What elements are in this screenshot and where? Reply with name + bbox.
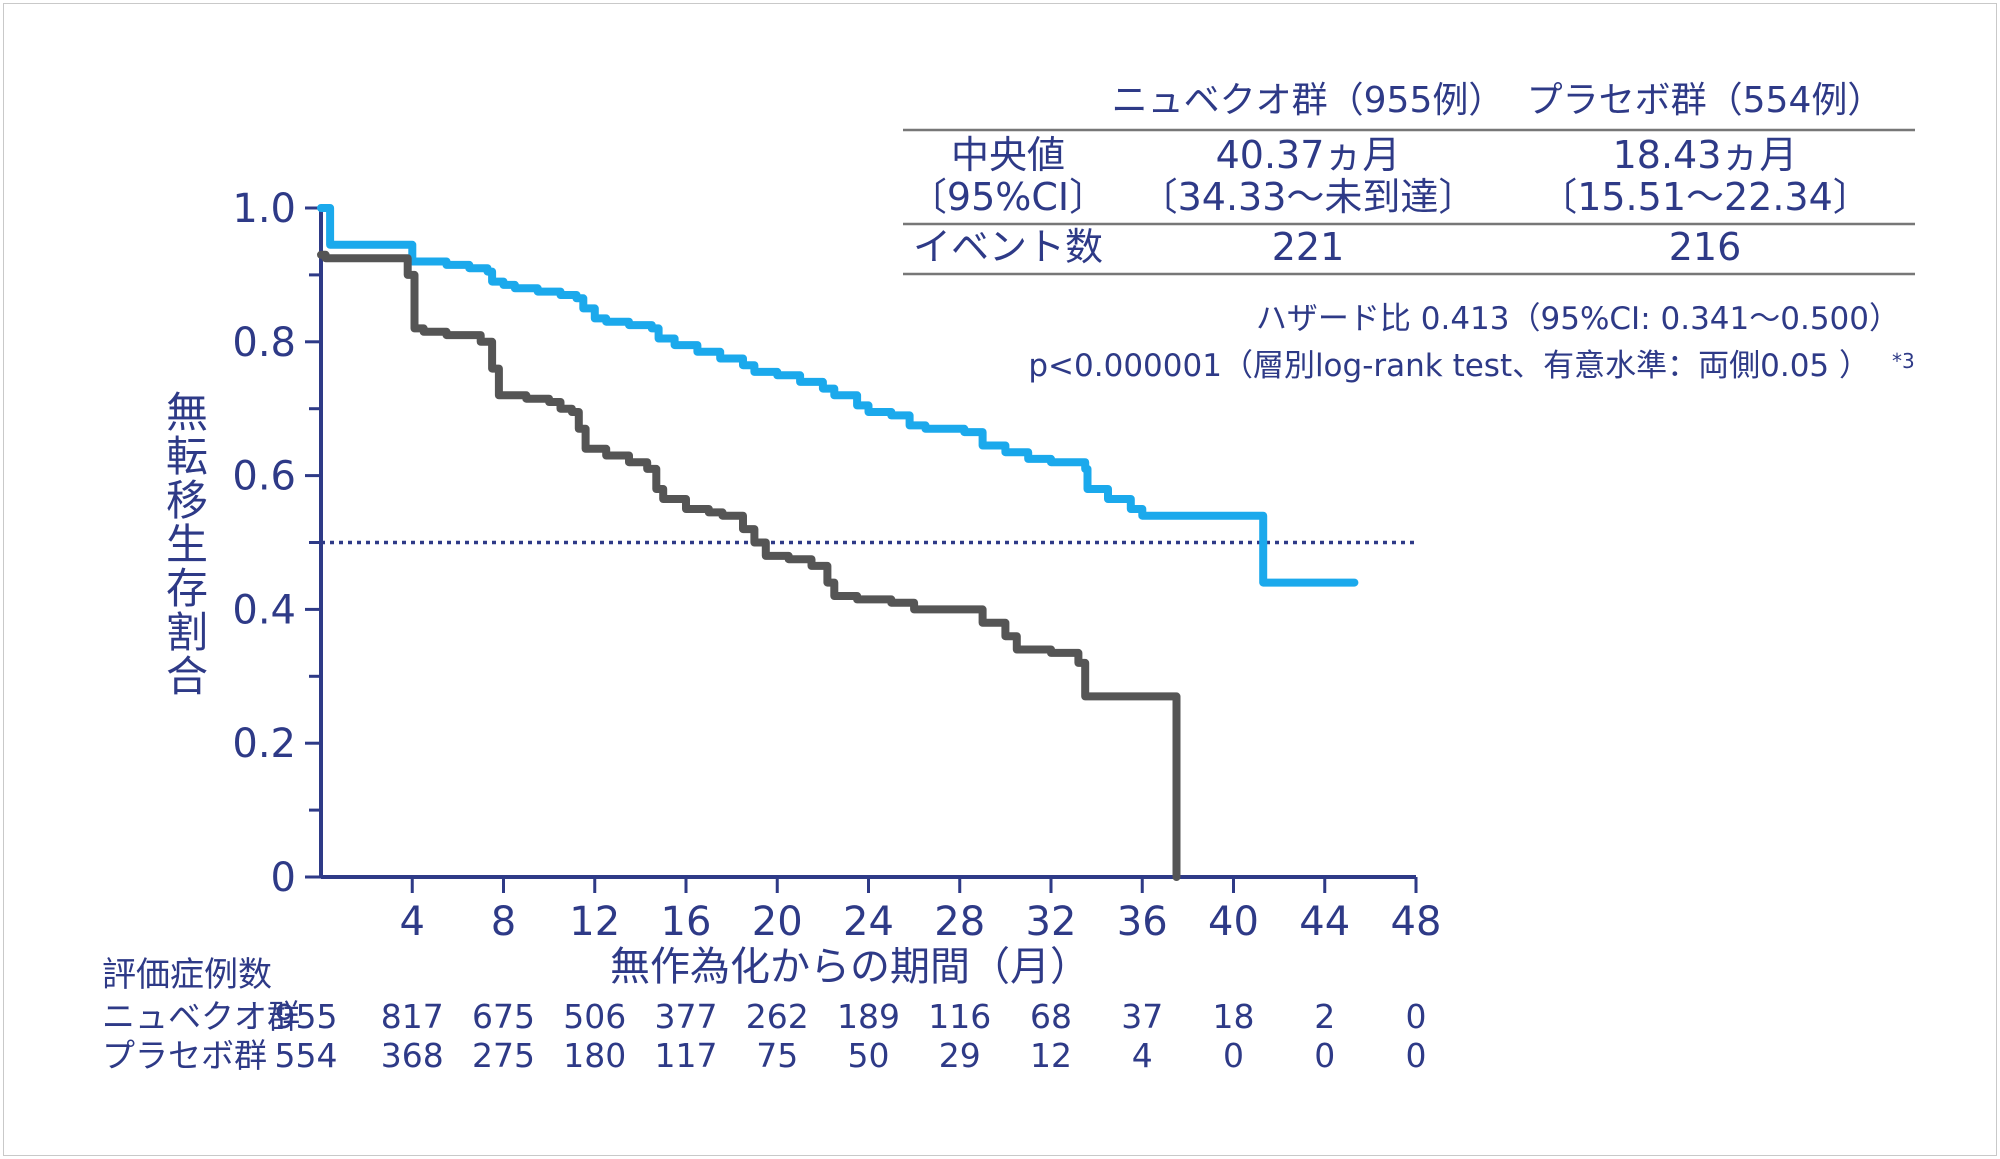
nubeqa-curve [317,204,1359,587]
placebo-ci: 〔15.51～22.34〕 [1539,175,1871,219]
axes: 00.20.40.60.81.04 8 12 16 20 24 28 32 36 40 44 48 [232,186,1441,945]
figure-frame [3,3,1997,1156]
at-risk-value: 18 [1213,997,1255,1036]
at-risk-value: 675 [472,997,535,1036]
x-tick-label: 36 [1117,899,1168,945]
hazard-ratio-text: ハザード比 0.413（95%CI: 0.341～0.500） [1256,301,1900,337]
at-risk-value: 0 [1223,1036,1244,1075]
x-tick-label: 32 [1026,899,1077,945]
table-label-median: 中央値 [951,133,1065,177]
at-risk-value: 12 [1030,1036,1072,1075]
at-risk-value: 955 [275,997,338,1036]
nubeqa-median: 40.37ヵ月 [1216,133,1401,177]
x-tick-label: 48 [1391,899,1442,945]
at-risk-value: 180 [563,1036,626,1075]
x-tick-label: 28 [934,899,985,945]
p-value-text: p<0.000001（層別log-rank test、有意水準：両側0.05 ） [1028,348,1870,384]
at-risk-value: 37 [1121,997,1163,1036]
at-risk-value: 29 [939,1036,981,1075]
at-risk-value: 506 [563,997,626,1036]
x-axis-title: 無作為化からの期間（月） [610,944,1090,990]
y-tick-label: 0.6 [232,454,296,500]
at-risk-value: 117 [655,1036,718,1075]
table-label-events: イベント数 [913,225,1103,269]
y-tick-label: 0 [271,855,296,901]
at-risk-value: 0 [1314,1036,1335,1075]
at-risk-value: 554 [275,1036,338,1075]
at-risk-value: 262 [746,997,809,1036]
y-tick-label: 0.8 [232,320,296,366]
x-tick-label: 44 [1299,899,1350,945]
at-risk-value: 75 [756,1036,798,1075]
y-tick-label: 1.0 [232,186,296,232]
at-risk-value: 0 [1406,997,1427,1036]
at-risk-title: 評価症例数 [102,955,272,995]
at-risk-value: 116 [928,997,991,1036]
at-risk-value: 817 [381,997,444,1036]
placebo-curve [317,250,1181,881]
footnote-marker: *3 [1892,349,1915,373]
y-axis-title: 無転移生存割合 [160,390,209,698]
at-risk-value: 0 [1406,1036,1427,1075]
nubeqa-events: 221 [1272,225,1345,269]
at-risk-row-label: ニュベクオ群 [102,997,300,1036]
at-risk-value: 275 [472,1036,535,1075]
table-label-ci: 〔95%CI〕 [909,175,1107,219]
table-header-placebo: プラセボ群（554例） [1527,80,1884,121]
y-tick-label: 0.4 [232,587,296,633]
x-tick-label: 20 [752,899,803,945]
summary-table: ニュベクオ群（955例） プラセボ群（554例） 中央値 〔95%CI〕 40.… [903,80,1915,276]
y-tick-label: 0.2 [232,721,296,767]
x-tick-label: 4 [400,899,425,945]
at-risk-value: 2 [1314,997,1335,1036]
at-risk-value: 50 [848,1036,890,1075]
x-tick-label: 16 [661,899,712,945]
table-header-nubeqa: ニュベクオ群（955例） [1112,80,1505,121]
nubeqa-ci: 〔34.33～未到達〕 [1140,175,1477,219]
x-tick-label: 40 [1208,899,1259,945]
placebo-median: 18.43ヵ月 [1613,133,1798,177]
x-tick-label: 12 [569,899,620,945]
at-risk-value: 368 [381,1036,444,1075]
at-risk-value: 189 [837,997,900,1036]
placebo-events: 216 [1669,225,1742,269]
x-tick-label: 24 [843,899,894,945]
x-tick-label: 8 [491,899,516,945]
at-risk-value: 68 [1030,997,1072,1036]
at-risk-row-label: プラセボ群 [102,1036,267,1075]
at-risk-value: 4 [1132,1036,1153,1075]
series-layer [317,204,1359,881]
at-risk-value: 377 [655,997,718,1036]
